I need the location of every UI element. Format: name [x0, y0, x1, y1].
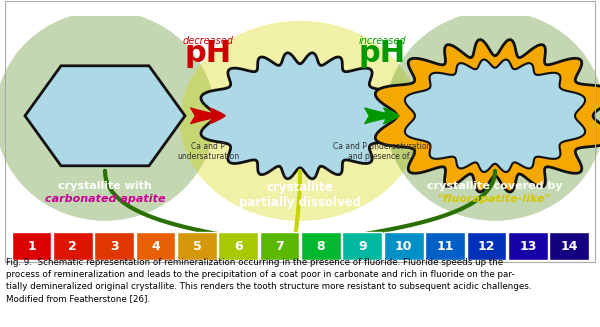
Text: 4: 4	[151, 240, 160, 252]
Ellipse shape	[0, 11, 215, 221]
FancyBboxPatch shape	[136, 232, 175, 260]
FancyBboxPatch shape	[549, 232, 589, 260]
Text: 10: 10	[395, 240, 412, 252]
Text: pH: pH	[358, 39, 406, 68]
Text: 7: 7	[275, 240, 284, 252]
Polygon shape	[405, 60, 585, 172]
FancyBboxPatch shape	[53, 232, 92, 260]
Text: Fig. 9.  Schematic representation of remineralization occurring in the presence : Fig. 9. Schematic representation of remi…	[6, 258, 532, 303]
Text: crystallite
partially dissolved: crystallite partially dissolved	[239, 181, 361, 209]
Text: 2: 2	[68, 240, 77, 252]
FancyBboxPatch shape	[467, 232, 506, 260]
Polygon shape	[25, 66, 185, 166]
Text: crystallite with: crystallite with	[58, 181, 152, 191]
Text: increased: increased	[358, 36, 406, 46]
Text: 5: 5	[193, 240, 201, 252]
Text: Ca and P
undersaturation: Ca and P undersaturation	[177, 142, 239, 161]
Text: 14: 14	[560, 240, 578, 252]
FancyBboxPatch shape	[177, 232, 217, 260]
Text: 12: 12	[478, 240, 495, 252]
FancyBboxPatch shape	[425, 232, 465, 260]
FancyBboxPatch shape	[11, 232, 52, 260]
Text: carbonated apatite: carbonated apatite	[45, 194, 165, 204]
FancyBboxPatch shape	[508, 232, 548, 260]
FancyBboxPatch shape	[384, 232, 424, 260]
Polygon shape	[376, 40, 600, 192]
Text: pH: pH	[184, 39, 232, 68]
Text: 8: 8	[317, 240, 325, 252]
Ellipse shape	[385, 11, 600, 221]
Text: 6: 6	[234, 240, 242, 252]
Text: 9: 9	[358, 240, 367, 252]
Text: decreased: decreased	[182, 36, 233, 46]
Polygon shape	[201, 53, 399, 179]
Text: 13: 13	[519, 240, 536, 252]
Text: 3: 3	[110, 240, 119, 252]
Text: crystallite covered by: crystallite covered by	[427, 181, 563, 191]
Text: 1: 1	[27, 240, 36, 252]
Text: 11: 11	[436, 240, 454, 252]
FancyBboxPatch shape	[260, 232, 299, 260]
Text: Ca and P undersaturation
and presence of F: Ca and P undersaturation and presence of…	[333, 142, 431, 161]
FancyBboxPatch shape	[94, 232, 134, 260]
Text: "fluorapatite-like": "fluorapatite-like"	[439, 194, 551, 204]
Ellipse shape	[180, 21, 420, 221]
FancyBboxPatch shape	[343, 232, 382, 260]
FancyBboxPatch shape	[301, 232, 341, 260]
FancyBboxPatch shape	[218, 232, 258, 260]
